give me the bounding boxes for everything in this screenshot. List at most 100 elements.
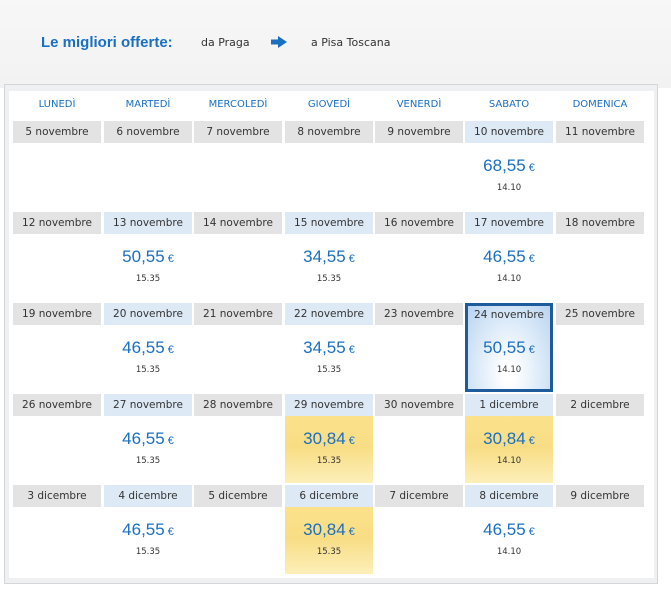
day-date: 5 novembre (13, 121, 101, 143)
calendar-day: 18 novembre (556, 212, 644, 301)
calendar-day: 5 novembre (13, 121, 101, 210)
day-date: 29 novembre (285, 394, 373, 416)
weekday-header: GIOVEDÌ (307, 99, 351, 110)
day-date: 20 novembre (104, 303, 192, 325)
calendar-day-with-fare[interactable]: 4 dicembre 46,55 €15.35 (104, 485, 192, 574)
fare-amount: 46,55 (122, 520, 165, 539)
calendar-day-with-fare[interactable]: 20 novembre 46,55 € 15.35 (104, 303, 192, 392)
departure-time: 15.35 (135, 274, 161, 284)
currency-symbol: € (167, 344, 174, 356)
fare-price[interactable]: 46,55 € (465, 247, 553, 267)
calendar-day-with-fare[interactable]: 17 novembre 46,55 €14.10 (465, 212, 553, 301)
calendar-day-with-fare[interactable]: 6 dicembre 30,84 € 15.35 (285, 485, 373, 574)
day-date: 17 novembre (465, 212, 553, 234)
fare-price[interactable]: 34,55 € (285, 338, 373, 358)
departure-time: 14.10 (496, 456, 522, 466)
origin-city: da Praga (201, 36, 250, 49)
currency-symbol: € (528, 253, 535, 265)
offers-title: Le migliori offerte: (41, 34, 173, 51)
departure-time: 15.35 (316, 456, 342, 466)
fare-amount: 30,84 (483, 429, 526, 448)
day-date: 13 novembre (104, 212, 192, 234)
calendar-day: 21 novembre (194, 303, 282, 392)
day-date: 25 novembre (556, 303, 644, 325)
calendar-day: 11 novembre (556, 121, 644, 210)
weekday-header: MERCOLEDÌ (208, 99, 268, 110)
calendar-day: 7 dicembre (375, 485, 463, 574)
calendar-day-with-fare[interactable]: 22 novembre 34,55 € 15.35 (285, 303, 373, 392)
fare-price[interactable]: 50,55 € (468, 338, 550, 358)
calendar-day: 28 novembre (194, 394, 282, 483)
day-date: 9 dicembre (556, 485, 644, 507)
fare-price[interactable]: 46,55 € (465, 520, 553, 540)
calendar-day-selected[interactable]: 24 novembre 50,55 €14.10 (465, 303, 553, 392)
fare-price[interactable]: 68,55 € (465, 156, 553, 176)
departure-time: 15.35 (316, 365, 342, 375)
day-date: 15 novembre (285, 212, 373, 234)
day-date: 6 dicembre (285, 485, 373, 507)
currency-symbol: € (528, 435, 535, 447)
day-date: 5 dicembre (194, 485, 282, 507)
calendar-day-with-fare[interactable]: 13 novembre 50,55 €15.35 (104, 212, 192, 301)
currency-symbol: € (167, 526, 174, 538)
calendar-day-with-fare[interactable]: 27 novembre 46,55 €15.35 (104, 394, 192, 483)
departure-time: 14.10 (496, 183, 522, 193)
day-date: 12 novembre (13, 212, 101, 234)
departure-time: 15.35 (316, 547, 342, 557)
fare-amount: 50,55 (122, 247, 165, 266)
day-date: 30 novembre (375, 394, 463, 416)
currency-symbol: € (528, 162, 535, 174)
calendar-day-with-fare[interactable]: 29 novembre 30,84 €15.35 (285, 394, 373, 483)
day-date: 4 dicembre (104, 485, 192, 507)
currency-symbol: € (348, 526, 355, 538)
weekday-header: VENERDÌ (396, 99, 442, 110)
day-date: 14 novembre (194, 212, 282, 234)
calendar-day: 23 novembre (375, 303, 463, 392)
calendar-day: 6 novembre (104, 121, 192, 210)
currency-symbol: € (348, 435, 355, 447)
day-date: 7 dicembre (375, 485, 463, 507)
fare-amount: 30,84 (303, 429, 346, 448)
day-date: 18 novembre (556, 212, 644, 234)
fare-amount: 34,55 (303, 338, 346, 357)
day-date: 28 novembre (194, 394, 282, 416)
currency-symbol: € (167, 253, 174, 265)
day-date: 1 dicembre (465, 394, 553, 416)
calendar-day-with-fare[interactable]: 10 novembre 68,55 €14.10 (465, 121, 553, 210)
day-date: 22 novembre (285, 303, 373, 325)
weekday-header: LUNEDÌ (38, 99, 76, 110)
fare-price[interactable]: 46,55 € (104, 429, 192, 449)
departure-time: 15.35 (135, 547, 161, 557)
offers-header-bar (0, 0, 671, 88)
departure-time: 14.10 (496, 547, 522, 557)
day-date: 19 novembre (13, 303, 101, 325)
day-date: 26 novembre (13, 394, 101, 416)
fare-price[interactable]: 30,84 € (285, 429, 373, 449)
calendar-day: 9 dicembre (556, 485, 644, 574)
day-date: 2 dicembre (556, 394, 644, 416)
calendar-day-with-fare[interactable]: 8 dicembre 46,55 €14.10 (465, 485, 553, 574)
currency-symbol: € (528, 526, 535, 538)
fare-price[interactable]: 46,55 € (104, 338, 192, 358)
day-date: 7 novembre (194, 121, 282, 143)
calendar-day: 2 dicembre (556, 394, 644, 483)
day-date: 8 novembre (285, 121, 373, 143)
fare-price[interactable]: 46,55 € (104, 520, 192, 540)
fare-price[interactable]: 30,84 € (285, 520, 373, 540)
day-date: 23 novembre (375, 303, 463, 325)
calendar-day-with-fare[interactable]: 15 novembre 34,55 € 15.35 (285, 212, 373, 301)
departure-time: 15.35 (135, 365, 161, 375)
currency-symbol: € (348, 253, 355, 265)
fare-price[interactable]: 30,84 € (465, 429, 553, 449)
day-date: 6 novembre (104, 121, 192, 143)
calendar-day: 3 dicembre (13, 485, 101, 574)
calendar-day-with-fare[interactable]: 1 dicembre 30,84 €14.10 (465, 394, 553, 483)
currency-symbol: € (167, 435, 174, 447)
calendar-day: 8 novembre (285, 121, 373, 210)
fare-amount: 46,55 (483, 247, 526, 266)
departure-time: 15.35 (316, 274, 342, 284)
fare-price[interactable]: 50,55 € (104, 247, 192, 267)
fare-price[interactable]: 34,55 € (285, 247, 373, 267)
weekday-header: SABATO (488, 99, 530, 110)
fare-amount: 46,55 (122, 429, 165, 448)
